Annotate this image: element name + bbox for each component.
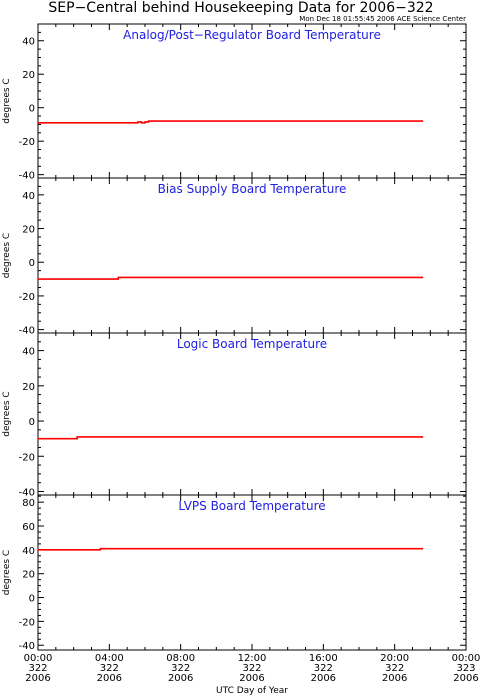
x-tick-label: 16:00 <box>309 653 338 664</box>
y-tick-label: -20 <box>19 452 35 463</box>
y-tick-label: 60 <box>22 522 35 533</box>
x-axis: 00:00322200604:00322200608:00322200612:0… <box>24 653 481 684</box>
x-tick-label: 322 <box>385 663 404 674</box>
y-axis-label: degrees C <box>2 233 12 278</box>
y-tick-label: 0 <box>29 258 35 269</box>
y-tick-label: 20 <box>22 382 35 393</box>
y-tick-label: -20 <box>19 617 35 628</box>
x-tick-label: 2006 <box>25 673 50 684</box>
plot-frame <box>37 332 467 496</box>
y-tick-label: 20 <box>22 570 35 581</box>
x-tick-label: 00:00 <box>452 653 481 664</box>
y-tick-label: 80 <box>22 498 35 509</box>
x-tick-label: 2006 <box>239 673 264 684</box>
generation-timestamp: Mon Dec 18 01:55:45 2006 ACE Science Cen… <box>299 15 466 23</box>
x-tick-label: 20:00 <box>380 653 409 664</box>
bias-supply-board-temperature-panel: Bias Supply Board Temperature degrees C 40… <box>2 177 467 337</box>
y-tick-label: 0 <box>29 417 35 428</box>
x-tick-label: 2006 <box>311 673 336 684</box>
y-axis-label: degrees C <box>2 78 12 123</box>
plot-frame <box>37 494 467 651</box>
plot-frame <box>37 177 467 334</box>
x-tick-label: 322 <box>100 663 119 674</box>
bias-supply-board-temperature-series-line <box>38 276 424 280</box>
y-tick-label: -40 <box>19 487 35 498</box>
plot-frame <box>37 23 467 179</box>
chart-panels: Analog/Post−Regulator Board Temperature d… <box>2 23 467 652</box>
panel-title: Analog/Post−Regulator Board Temperature <box>123 28 381 42</box>
y-tick-label: 40 <box>22 347 35 358</box>
figure-title: SEP−Central behind Housekeeping Data for… <box>48 0 433 16</box>
x-tick-label: 04:00 <box>95 653 124 664</box>
panel-title: LVPS Board Temperature <box>178 499 325 513</box>
x-tick-label: 00:00 <box>24 653 53 664</box>
x-axis-label: UTC Day of Year <box>216 686 288 696</box>
panel-title: Bias Supply Board Temperature <box>158 182 347 196</box>
x-tick-label: 2006 <box>168 673 193 684</box>
x-tick-label: 322 <box>242 663 261 674</box>
x-tick-label: 2006 <box>97 673 122 684</box>
x-tick-label: 2006 <box>453 673 478 684</box>
x-tick-label: 2006 <box>382 673 407 684</box>
analog-post-regulator-board-temperature-series-line <box>38 120 424 124</box>
x-tick-label: 322 <box>28 663 47 674</box>
y-axis-label: degrees C <box>2 550 12 595</box>
y-tick-label: -40 <box>19 326 35 337</box>
y-tick-label: 0 <box>29 594 35 605</box>
panel-title: Logic Board Temperature <box>177 337 327 351</box>
y-tick-label: 40 <box>22 37 35 48</box>
lvps-board-temperature-series-line <box>38 547 424 551</box>
y-tick-label: 20 <box>22 225 35 236</box>
y-tick-label: -20 <box>19 292 35 303</box>
y-tick-label: -40 <box>19 641 35 652</box>
logic-board-temperature-panel: Logic Board Temperature degrees C 40 20 0 -20… <box>2 332 467 498</box>
y-tick-label: 40 <box>22 546 35 557</box>
x-tick-label: 12:00 <box>238 653 267 664</box>
y-tick-label: 20 <box>22 70 35 81</box>
y-axis-label: degrees C <box>2 391 12 436</box>
x-tick-label: 322 <box>314 663 333 674</box>
logic-board-temperature-series-line <box>38 436 424 440</box>
y-tick-label: 40 <box>22 191 35 202</box>
analog-post-regulator-board-temperature-panel: Analog/Post−Regulator Board Temperature d… <box>2 23 467 182</box>
x-tick-label: 323 <box>456 663 475 674</box>
y-tick-label: 0 <box>29 104 35 115</box>
x-tick-label: 08:00 <box>166 653 195 664</box>
lvps-board-temperature-panel: LVPS Board Temperature degrees C 80 60 40 20 0… <box>2 494 467 652</box>
x-tick-label: 322 <box>171 663 190 674</box>
y-tick-label: -20 <box>19 137 35 148</box>
y-tick-label: -40 <box>19 171 35 182</box>
